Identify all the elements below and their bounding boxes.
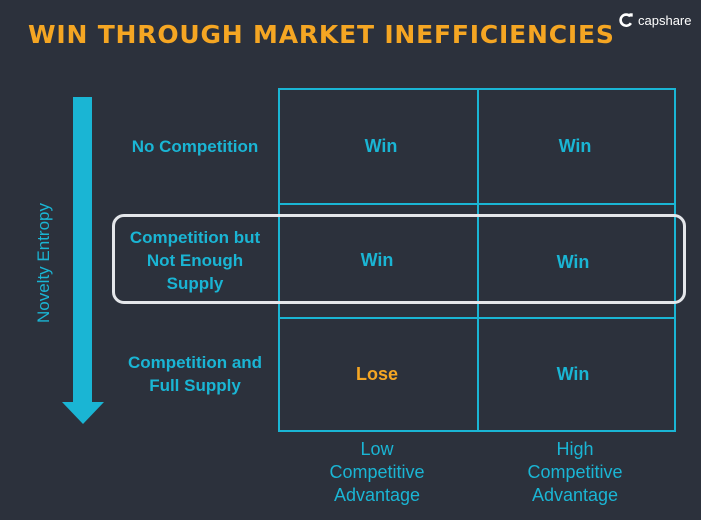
page-title: WIN THROUGH MARKET INEFFICIENCIES bbox=[28, 20, 615, 49]
capshare-logo-icon bbox=[619, 13, 633, 28]
cell-full-supply-high: Win bbox=[556, 363, 590, 384]
column-label-high: High Competitive Advantage bbox=[527, 439, 623, 505]
cell-not-enough-supply-high: Win bbox=[556, 251, 590, 272]
cell-not-enough-supply-low: Win bbox=[360, 249, 394, 270]
highlight-box bbox=[112, 214, 686, 304]
row-divider bbox=[280, 317, 674, 319]
column-divider bbox=[477, 90, 479, 430]
novelty-entropy-arrow bbox=[62, 97, 104, 424]
cell-no-competition-high: Win bbox=[558, 135, 592, 156]
row-label-not-enough-supply: Competition but Not Enough Supply bbox=[129, 227, 261, 293]
y-axis-label-text: Novelty Entropy bbox=[34, 203, 53, 323]
row-divider bbox=[280, 203, 674, 205]
outcome-matrix bbox=[278, 88, 676, 432]
row-label-no-competition: No Competition bbox=[131, 136, 259, 156]
brand-logo: capshare bbox=[618, 9, 691, 31]
cell-full-supply-low: Lose bbox=[355, 363, 398, 384]
brand-name: capshare bbox=[638, 12, 692, 28]
column-label-low: Low Competitive Advantage bbox=[329, 439, 425, 505]
cell-no-competition-low: Win bbox=[364, 135, 398, 156]
row-label-full-supply: Competition and Full Supply bbox=[127, 353, 263, 395]
